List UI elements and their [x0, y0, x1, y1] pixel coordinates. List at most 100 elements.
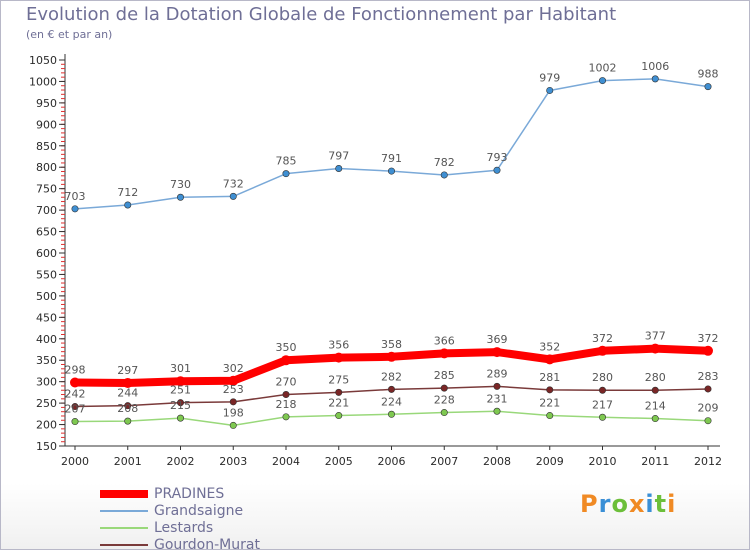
y-tick-label: 250 [36, 397, 57, 410]
legend-swatch [100, 489, 148, 498]
x-tick-label: 2003 [219, 455, 247, 468]
legend-item-gourdon-murat: Gourdon-Murat [100, 536, 260, 553]
series-layer [70, 75, 713, 429]
proxiti-logo: Proxiti [580, 490, 676, 518]
y-tick-label: 400 [36, 333, 57, 346]
data-point [229, 398, 237, 406]
data-point [651, 386, 659, 394]
x-tick-label: 2007 [430, 455, 458, 468]
legend-label: Grandsaigne [154, 502, 244, 519]
data-label: 358 [381, 338, 402, 351]
y-tick-label: 900 [36, 118, 57, 131]
logo-letter: o [611, 490, 629, 518]
data-point [335, 412, 343, 420]
data-point [650, 343, 661, 354]
data-point [124, 417, 132, 425]
data-point [440, 384, 448, 392]
data-label: 350 [276, 341, 297, 354]
data-label: 301 [170, 362, 191, 375]
y-tick-label: 350 [36, 354, 57, 367]
data-label: 221 [328, 397, 349, 410]
x-tick-label: 2002 [167, 455, 195, 468]
data-point [546, 86, 554, 94]
data-label: 782 [434, 156, 455, 169]
x-tick-label: 2001 [114, 455, 142, 468]
logo-letter: i [667, 490, 677, 518]
data-label: 253 [223, 383, 244, 396]
data-label: 352 [539, 340, 560, 353]
logo-letter: t [654, 490, 668, 518]
data-label: 979 [539, 71, 560, 84]
data-point [598, 413, 606, 421]
data-label: 198 [223, 406, 244, 419]
data-label: 1002 [589, 62, 617, 75]
data-point [71, 418, 79, 426]
data-label: 372 [592, 332, 613, 345]
data-label: 218 [276, 398, 297, 411]
data-point [597, 345, 608, 356]
data-point [177, 414, 185, 422]
data-point [282, 170, 290, 178]
data-point [493, 407, 501, 415]
data-point [228, 375, 239, 386]
x-tick-label: 2011 [641, 455, 669, 468]
data-point [387, 167, 395, 175]
data-point [71, 403, 79, 411]
data-label: 285 [434, 369, 455, 382]
y-tick-label: 1000 [29, 75, 57, 88]
y-tick-label: 150 [36, 440, 57, 453]
data-label: 356 [328, 339, 349, 352]
y-tick-label: 550 [36, 268, 57, 281]
data-point [598, 386, 606, 394]
data-label: 208 [117, 402, 138, 415]
chart-subtitle: (en € et par an) [26, 28, 113, 41]
y-tick-label: 700 [36, 204, 57, 217]
data-label: 224 [381, 395, 402, 408]
data-label: 217 [592, 398, 613, 411]
data-label: 712 [117, 186, 138, 199]
data-point [439, 348, 450, 359]
x-tick-label: 2000 [61, 455, 89, 468]
data-label: 215 [170, 399, 191, 412]
legend-label: PRADINES [154, 485, 225, 502]
data-label: 1006 [641, 60, 669, 73]
data-point [124, 402, 132, 410]
data-point [440, 171, 448, 179]
y-tick-label: 950 [36, 97, 57, 110]
y-tick-label: 850 [36, 140, 57, 153]
data-point [704, 417, 712, 425]
legend: PRADINES Grandsaigne Lestards Gourdon-Murat [100, 485, 260, 553]
data-point [546, 412, 554, 420]
logo-letter: P [580, 490, 599, 518]
data-label: 244 [117, 387, 138, 400]
data-point [546, 386, 554, 394]
data-label: 302 [223, 362, 244, 375]
data-point [493, 382, 501, 390]
data-point [704, 83, 712, 91]
y-tick-label: 450 [36, 311, 57, 324]
data-point [387, 385, 395, 393]
x-tick-label: 2012 [694, 455, 722, 468]
y-tick-label: 750 [36, 183, 57, 196]
y-tick-label: 500 [36, 290, 57, 303]
data-point [387, 410, 395, 418]
logo-letter: i [645, 490, 655, 518]
data-label: 730 [170, 178, 191, 191]
chart-title: Evolution de la Dotation Globale de Fonc… [26, 4, 617, 25]
data-label: 791 [381, 152, 402, 165]
data-point [651, 415, 659, 423]
legend-label: Lestards [154, 519, 214, 536]
data-point [282, 391, 290, 399]
data-point [651, 75, 659, 83]
data-point [71, 205, 79, 213]
legend-item-pradines: PRADINES [100, 485, 260, 502]
data-label: 209 [698, 402, 719, 415]
data-point [229, 421, 237, 429]
legend-swatch [100, 526, 148, 529]
logo-letter: r [598, 490, 612, 518]
data-label: 242 [65, 388, 86, 401]
data-label: 207 [65, 403, 86, 416]
data-label: 214 [645, 400, 666, 413]
data-point [122, 377, 133, 388]
data-point [281, 355, 291, 366]
